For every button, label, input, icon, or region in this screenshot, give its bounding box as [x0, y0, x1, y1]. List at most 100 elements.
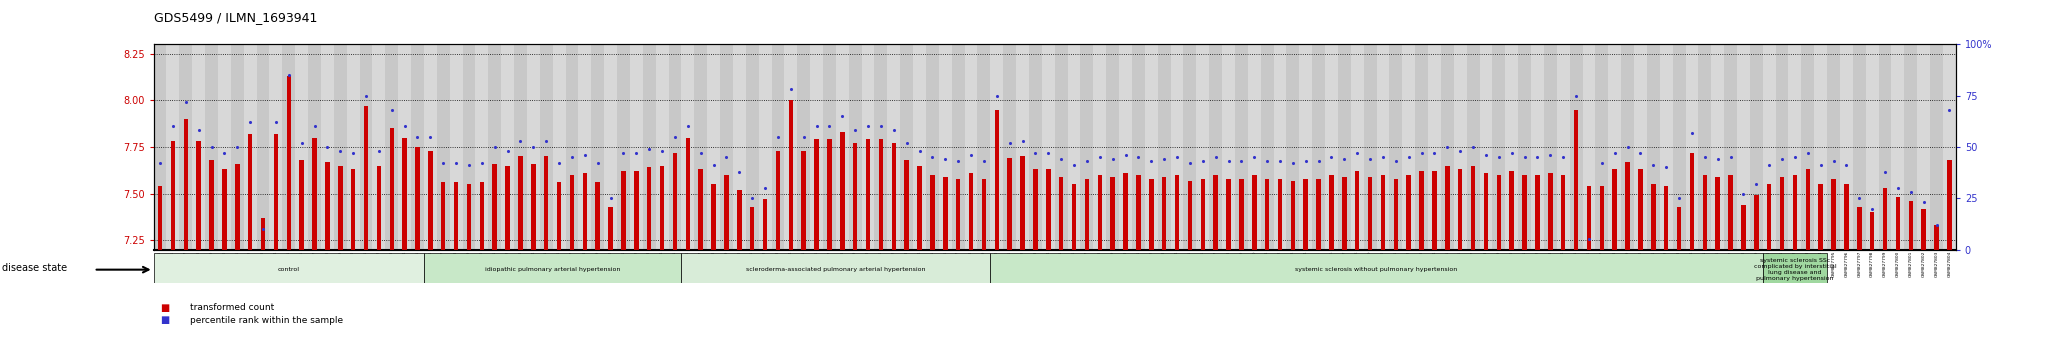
Point — [543, 160, 575, 166]
Bar — [1262, 44, 1274, 250]
Bar — [1815, 44, 1827, 250]
Point — [1147, 156, 1180, 162]
Point — [1006, 138, 1038, 144]
Bar — [1677, 207, 1681, 250]
Bar — [1556, 44, 1569, 250]
Point — [350, 93, 383, 98]
Bar — [569, 175, 573, 250]
Bar — [1290, 181, 1294, 250]
Bar — [698, 169, 702, 250]
Bar — [1184, 44, 1196, 250]
Bar — [311, 138, 317, 250]
Bar — [1729, 175, 1733, 250]
Point — [1817, 159, 1849, 164]
Bar — [1303, 179, 1309, 250]
Bar — [1157, 44, 1171, 250]
Bar — [1548, 173, 1552, 250]
Point — [1522, 154, 1554, 160]
Bar — [205, 44, 217, 250]
Bar — [1442, 44, 1454, 250]
Bar — [197, 141, 201, 250]
Bar — [184, 119, 188, 250]
Point — [684, 150, 717, 156]
Point — [1276, 160, 1309, 166]
Bar — [1608, 44, 1622, 250]
Point — [840, 128, 872, 133]
Bar — [1458, 169, 1462, 250]
Point — [1792, 150, 1825, 156]
Bar — [891, 143, 897, 250]
Bar — [682, 44, 694, 250]
Point — [1083, 154, 1116, 160]
Bar — [635, 171, 639, 250]
Point — [1200, 154, 1233, 160]
Bar — [451, 44, 463, 250]
Bar — [1055, 44, 1067, 250]
Point — [479, 144, 512, 150]
Bar — [338, 166, 342, 250]
Point — [324, 148, 356, 154]
Bar — [334, 44, 346, 250]
Bar — [1016, 44, 1028, 250]
Point — [1366, 154, 1399, 160]
Point — [1573, 236, 1606, 242]
Bar — [1059, 177, 1063, 250]
Bar — [1081, 44, 1094, 250]
Bar — [840, 132, 844, 250]
Bar — [1905, 44, 1917, 250]
Point — [981, 93, 1014, 98]
Bar — [1419, 171, 1423, 250]
Point — [336, 150, 369, 156]
Bar — [1788, 44, 1802, 250]
Point — [389, 124, 422, 129]
Point — [1585, 160, 1618, 166]
Bar — [862, 44, 874, 250]
Point — [1663, 195, 1696, 201]
Bar — [1403, 44, 1415, 250]
Bar — [956, 179, 961, 250]
Bar — [1364, 44, 1376, 250]
Bar — [592, 44, 604, 250]
Point — [864, 124, 897, 129]
Point — [993, 140, 1026, 145]
Bar — [1313, 44, 1325, 250]
Point — [942, 159, 975, 164]
Point — [1264, 159, 1296, 164]
Bar — [365, 106, 369, 250]
Point — [645, 148, 678, 154]
Bar — [1763, 44, 1776, 250]
Bar — [389, 128, 393, 250]
Bar — [621, 171, 627, 250]
Bar — [1466, 44, 1479, 250]
Bar — [1583, 44, 1595, 250]
Bar — [295, 44, 307, 250]
Point — [967, 159, 999, 164]
Bar — [1948, 160, 1952, 250]
Point — [1804, 162, 1837, 168]
Bar — [1223, 44, 1235, 250]
Bar — [1882, 188, 1888, 250]
Point — [492, 148, 524, 154]
Point — [1561, 93, 1593, 98]
Bar — [887, 44, 901, 250]
Point — [465, 160, 498, 166]
Bar — [737, 190, 741, 250]
Bar — [1407, 175, 1411, 250]
Bar — [436, 44, 451, 250]
Bar — [193, 44, 205, 250]
Point — [1933, 107, 1966, 113]
Bar — [758, 44, 772, 250]
Bar — [1536, 175, 1540, 250]
Bar — [1137, 175, 1141, 250]
Bar — [385, 44, 397, 250]
Point — [1624, 150, 1657, 156]
Point — [1702, 156, 1735, 162]
Bar — [991, 44, 1004, 250]
Point — [1315, 154, 1348, 160]
Bar — [1415, 44, 1427, 250]
Bar — [217, 44, 231, 250]
Bar — [1573, 110, 1579, 250]
Point — [1507, 154, 1540, 160]
Bar — [1149, 179, 1153, 250]
Bar — [1522, 175, 1528, 250]
